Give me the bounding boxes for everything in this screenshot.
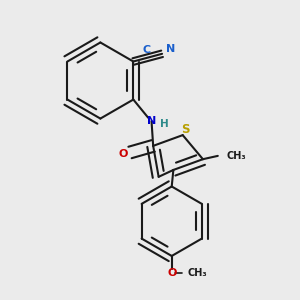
Text: N: N	[166, 44, 175, 55]
Text: S: S	[181, 123, 190, 136]
Text: O: O	[118, 149, 128, 159]
Text: CH₃: CH₃	[226, 151, 246, 161]
Text: O: O	[167, 268, 176, 278]
Text: H: H	[160, 119, 169, 129]
Text: C: C	[142, 45, 150, 55]
Text: N: N	[147, 116, 156, 126]
Text: CH₃: CH₃	[188, 268, 207, 278]
